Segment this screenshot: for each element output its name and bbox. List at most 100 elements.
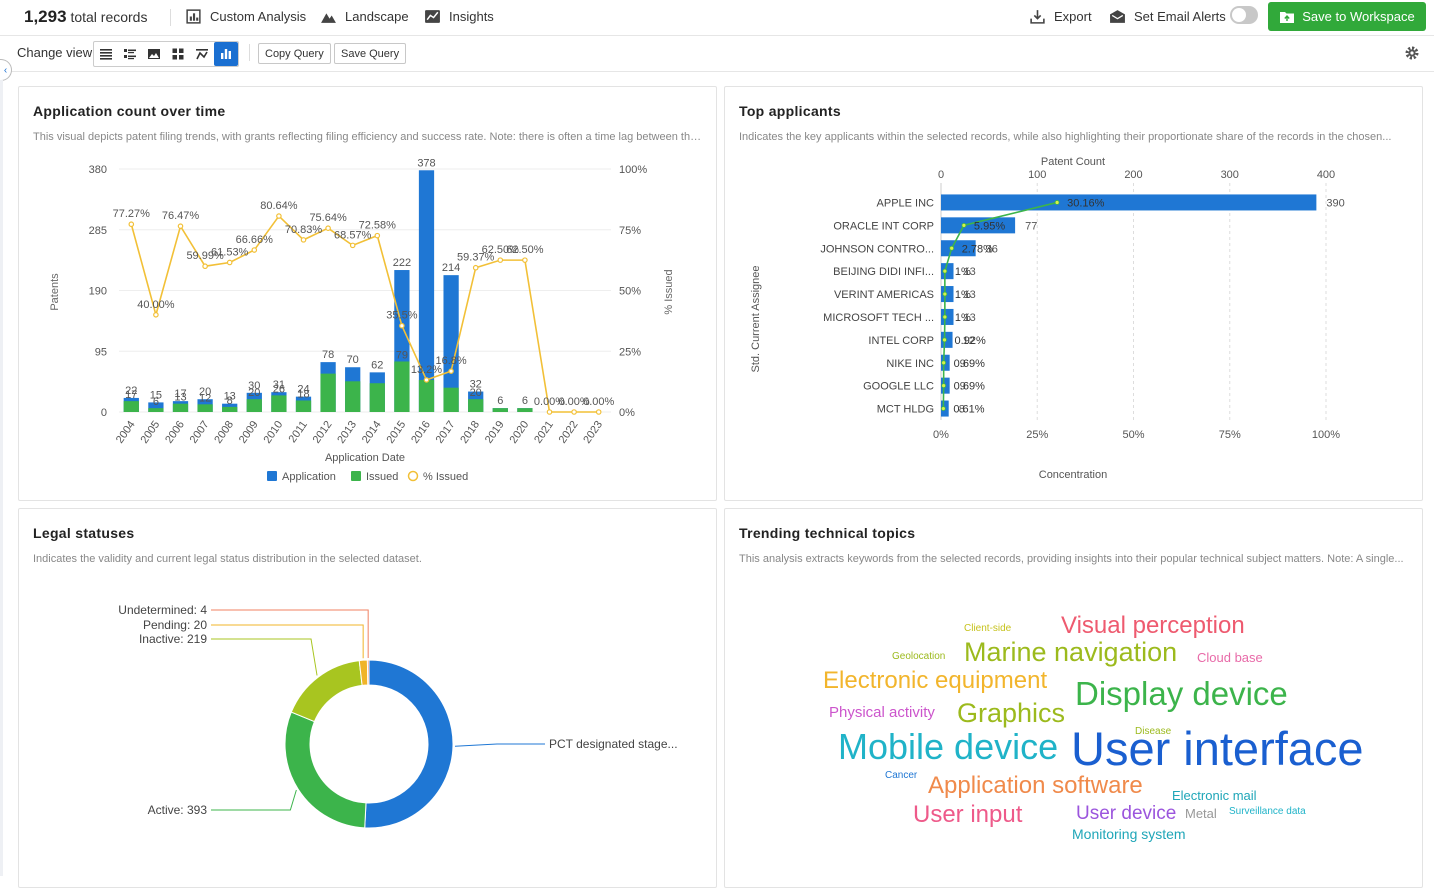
folder-save-icon (1280, 11, 1295, 23)
topic-word[interactable]: Electronic mail (1172, 788, 1257, 803)
settings-gear-icon[interactable] (1404, 45, 1420, 61)
detail-list-view-button[interactable] (118, 42, 142, 66)
issued-bar (394, 361, 410, 412)
record-count: 1,293 total records (24, 7, 147, 27)
list-view-button[interactable] (94, 42, 118, 66)
record-count-suffix: total records (70, 9, 148, 25)
save-to-workspace-button[interactable]: Save to Workspace (1268, 2, 1426, 31)
trending-topics-panel: Trending technical topics This analysis … (724, 508, 1423, 888)
email-alerts-toggle[interactable] (1230, 6, 1258, 24)
percent-issued-point (497, 257, 504, 263)
application-value-label: 62 (371, 359, 383, 371)
percent-issued-label: 68.57% (334, 229, 372, 241)
concentration-point (940, 406, 946, 411)
topic-word[interactable]: User interface (1071, 722, 1364, 775)
topic-word[interactable]: Metal (1185, 806, 1217, 821)
grid-view-button[interactable] (166, 42, 190, 66)
applicant-bar (941, 217, 1016, 234)
flow-view-icon (196, 49, 208, 60)
applicant-value-label: 9 (960, 381, 966, 393)
percent-issued-point (128, 221, 135, 228)
topic-word[interactable]: Monitoring system (1072, 826, 1186, 842)
concentration-point (961, 222, 967, 228)
application-value-label: 17 (174, 388, 186, 400)
applicant-name: BEIJING DIDI INFI... (833, 266, 934, 278)
save-to-workspace-label: Save to Workspace (1302, 9, 1415, 24)
application-value-label: 214 (442, 262, 460, 274)
top-applicants-panel: Top applicants Indicates the key applica… (724, 86, 1423, 501)
topic-word[interactable]: Cloud base (1197, 650, 1263, 665)
topic-word[interactable]: Visual perception (1061, 612, 1245, 639)
percent-issued-point (399, 322, 405, 329)
issued-bar (148, 408, 164, 412)
percent-issued-point (448, 368, 454, 374)
concentration-label: 5.95% (974, 220, 1005, 232)
save-query-button[interactable]: Save Query (334, 43, 407, 64)
y2-tick-label: 100% (619, 164, 647, 176)
topic-word[interactable]: Application software (928, 772, 1143, 799)
applicant-name: MCT HLDG (877, 404, 934, 416)
concentration-label: 1% (955, 289, 971, 301)
chart-view-icon (221, 49, 231, 59)
percent-issued-label: 70.83% (285, 224, 323, 236)
topic-word[interactable]: Graphics (957, 698, 1066, 728)
landscape-link[interactable]: Landscape (320, 8, 409, 25)
percent-issued-label: 0.00% (534, 396, 565, 408)
x2-tick-label: 75% (1219, 429, 1241, 441)
x-tick-label: 2021 (532, 419, 556, 446)
percent-issued-point (595, 409, 602, 415)
issued-bar (320, 373, 336, 412)
issued-bar (369, 383, 385, 412)
application-value-label: 22 (125, 385, 137, 397)
x-tick-label: 2017 (434, 419, 458, 446)
issued-bar (418, 380, 435, 412)
custom-analysis-link[interactable]: Custom Analysis (185, 8, 306, 25)
topic-word[interactable]: Mobile device (838, 726, 1059, 767)
flow-view-button[interactable] (190, 42, 214, 66)
application-count-chart: 0 95 190 285 380 0% 25% 50% 75% 100% Patents % Issu… (49, 157, 675, 483)
chart-view-button[interactable] (214, 42, 238, 66)
chevron-left-icon: ‹ (3, 64, 8, 76)
word-cloud: Client-side Visual perception Geolocation M… (725, 509, 1422, 877)
topic-word[interactable]: Cancer (885, 770, 918, 781)
slice-label: Pending: 20 (143, 618, 207, 632)
copy-query-button[interactable]: Copy Query (258, 43, 331, 64)
percent-issued-label: 0.00% (583, 396, 614, 408)
percent-issued-label: 76.47% (162, 210, 200, 222)
topic-word[interactable]: Client-side (964, 623, 1012, 634)
legend-label: % Issued (423, 471, 468, 483)
issued-bar (492, 408, 508, 412)
percent-issued-line (130, 214, 599, 413)
x2-tick-label: 100% (1312, 429, 1340, 441)
application-count-panel: Application count over time This visual … (18, 86, 717, 501)
issued-value-label: 12 (199, 392, 211, 404)
image-view-button[interactable] (142, 42, 166, 66)
topic-word[interactable]: User device (1076, 803, 1177, 824)
percent-issued-label: 59.99% (186, 250, 224, 262)
export-button[interactable]: Export (1029, 8, 1092, 25)
topic-word[interactable]: User input (913, 801, 1023, 828)
issued-bar (197, 404, 213, 412)
insights-link[interactable]: Insights (424, 8, 494, 25)
concentration-label: 0.69% (954, 358, 985, 370)
topic-word[interactable]: Electronic equipment (823, 667, 1048, 694)
detail-list-view-icon (124, 49, 136, 60)
x-tick-label: 2022 (557, 419, 581, 446)
slice-leader-line (211, 624, 364, 659)
percent-issued-point (374, 232, 381, 239)
slice-leader-line (454, 743, 545, 747)
concentration-label: 1% (955, 266, 971, 278)
topic-word[interactable]: Disease (1135, 726, 1172, 737)
x-tick-label: 300 (1221, 169, 1239, 181)
x-tick-label: 2011 (287, 419, 310, 445)
topic-word[interactable]: Physical activity (829, 704, 935, 721)
donut-slice (284, 711, 367, 829)
topic-word[interactable]: Surveillance data (1229, 806, 1306, 817)
donut-slice (290, 660, 363, 723)
legend-swatch (267, 471, 277, 481)
topic-word[interactable]: Display device (1075, 675, 1288, 712)
topic-word[interactable]: Geolocation (892, 651, 946, 662)
concentration-label: 1% (955, 312, 971, 324)
x-tick-label: 2009 (237, 419, 261, 446)
topic-word[interactable]: Marine navigation (964, 637, 1178, 667)
